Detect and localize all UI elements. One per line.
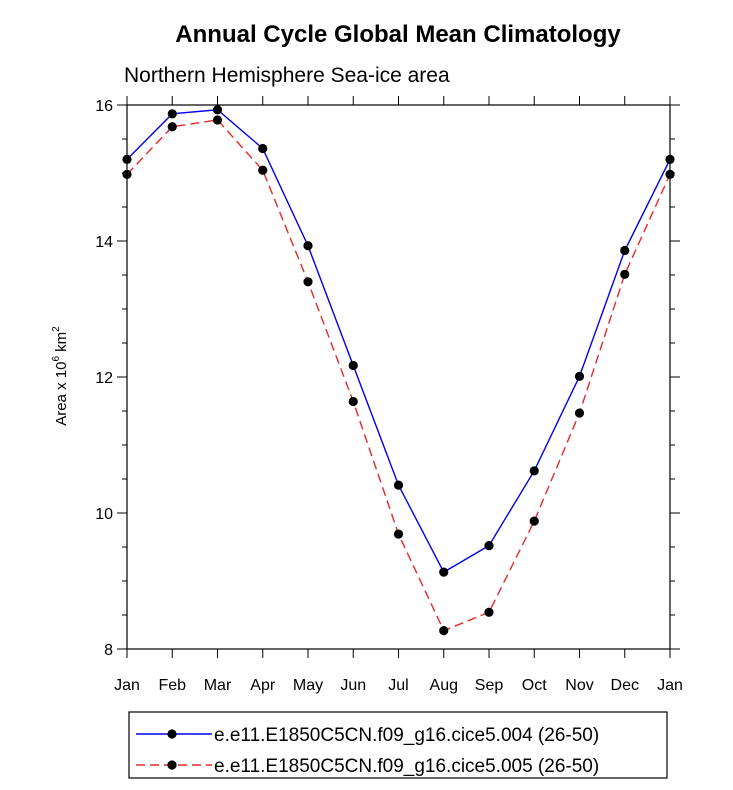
- series-1-point: [484, 541, 494, 551]
- x-tick-label: Apr: [250, 677, 276, 694]
- y-tick-label: 10: [95, 506, 113, 523]
- axes: [126, 104, 671, 650]
- y-tick-label: 16: [95, 98, 113, 115]
- chart-title: Annual Cycle Global Mean Climatology: [175, 21, 621, 48]
- series-line-1: [126, 109, 671, 574]
- series-2-point: [484, 607, 494, 617]
- series-2-point: [665, 169, 675, 179]
- series-1-point: [620, 245, 630, 256]
- y-axis-label-exponent: 6: [51, 356, 62, 362]
- series-1-point: [303, 241, 313, 251]
- series-1-point: [122, 154, 132, 164]
- x-tick-label: Oct: [522, 677, 547, 694]
- series-2-point: [439, 626, 449, 636]
- series-1-point: [212, 105, 223, 115]
- x-tick-label: Jan: [657, 677, 683, 694]
- series-line-2: [126, 119, 671, 632]
- y-tick-label: 12: [95, 370, 113, 387]
- series-1-point: [665, 154, 675, 164]
- x-axis: Jan Feb Mar Apr May Jun Jul Aug Sep Oct Nov Dec Jan: [114, 96, 683, 694]
- legend-marker-1: [167, 729, 177, 739]
- series-1-point: [574, 371, 585, 381]
- y-tick-label: 14: [95, 234, 113, 251]
- series-2-point: [167, 122, 177, 132]
- x-tick-label: Jun: [340, 677, 366, 694]
- series-layer: [122, 105, 675, 636]
- x-tick-label: Nov: [565, 677, 593, 694]
- series-2-point: [574, 408, 585, 418]
- y-axis-label-text: Area x 10: [53, 362, 70, 426]
- x-tick-label: Jul: [388, 677, 408, 694]
- y-axis-label-unit-exponent: 2: [51, 326, 62, 332]
- series-2-point: [348, 396, 358, 407]
- series-2-point: [529, 516, 539, 526]
- series-2-point: [122, 169, 132, 179]
- series-1-point: [439, 567, 449, 577]
- plot-frame: [126, 104, 671, 650]
- legend-box: [128, 711, 668, 779]
- x-tick-label: Mar: [204, 677, 232, 694]
- y-axis-label: Area x 106 km2: [51, 326, 70, 426]
- y-axis: 8 10 12 14 16: [95, 98, 680, 659]
- x-tick-label: Sep: [475, 677, 504, 694]
- chart-subtitle: Northern Hemisphere Sea-ice area: [124, 64, 450, 87]
- legend-label-2: e.e11.E1850C5CN.f09_g16.cice5.005 (26-50…: [214, 756, 599, 777]
- series-2-point: [212, 115, 223, 125]
- series-1-point: [258, 143, 268, 154]
- series-2-point: [258, 165, 268, 175]
- y-axis-label-unit: km: [53, 332, 70, 356]
- legend-marker-2: [167, 760, 177, 770]
- x-tick-label: Dec: [611, 677, 639, 694]
- series-1-point: [167, 109, 177, 119]
- y-tick-label: 8: [104, 642, 113, 659]
- x-tick-label: May: [293, 677, 323, 694]
- x-tick-label: Jan: [114, 677, 140, 694]
- x-tick-label: Aug: [430, 677, 458, 694]
- series-1-point: [348, 360, 358, 371]
- series-1-point: [393, 480, 404, 490]
- series-2-point: [620, 269, 630, 279]
- x-tick-label: Feb: [158, 677, 186, 694]
- legend-label-1: e.e11.E1850C5CN.f09_g16.cice5.004 (26-50…: [214, 725, 599, 746]
- series-2-point: [393, 529, 404, 539]
- legend: e.e11.E1850C5CN.f09_g16.cice5.004 (26-50…: [128, 711, 668, 779]
- series-1-point: [529, 466, 539, 476]
- series-2-point: [303, 277, 313, 287]
